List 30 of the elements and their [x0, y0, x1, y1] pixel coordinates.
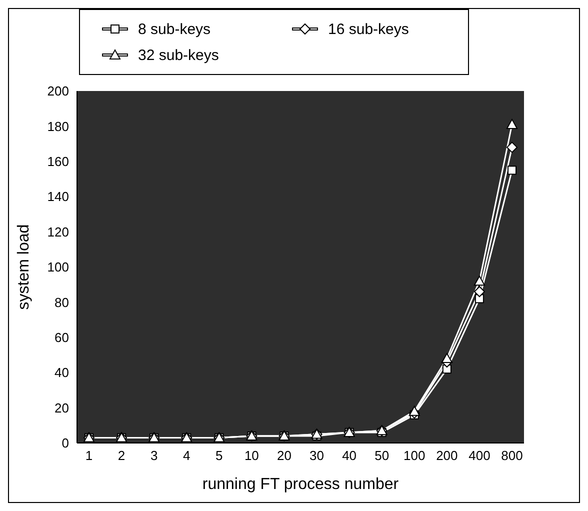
x-tick-label: 4 [183, 448, 190, 464]
x-tick-label: 5 [216, 448, 223, 464]
x-tick-label: 1 [85, 448, 93, 464]
y-tick-label: 80 [54, 294, 69, 310]
x-tick-label: 100 [404, 448, 426, 464]
y-tick-label: 180 [47, 118, 69, 134]
x-tick-label: 3 [150, 448, 158, 464]
x-tick-label: 10 [244, 448, 259, 464]
y-tick-label: 40 [54, 365, 69, 380]
x-tick-label: 20 [276, 448, 292, 464]
y-axis-title: system load [16, 224, 33, 310]
y-tick-label: 200 [47, 84, 69, 99]
y-tick-label: 100 [47, 260, 69, 275]
x-tick-label: 200 [436, 448, 458, 464]
y-tick-label: 60 [54, 330, 69, 346]
x-tick-label: 30 [310, 448, 324, 464]
y-tick-label: 20 [54, 400, 69, 416]
legend-label: 8 sub-keys [138, 20, 211, 38]
y-tick-label: 0 [62, 436, 69, 451]
x-tick-label: 400 [468, 448, 490, 464]
x-tick-label: 50 [374, 448, 390, 464]
x-tick-label: 40 [342, 448, 357, 464]
y-tick-label: 160 [47, 154, 69, 170]
y-tick-label: 120 [47, 224, 69, 240]
x-tick-label: 2 [118, 448, 126, 464]
legend-label: 16 sub-keys [328, 20, 409, 38]
legend-label: 32 sub-keys [138, 46, 219, 64]
x-axis-title: running FT process number [202, 476, 400, 493]
x-tick-label: 800 [501, 448, 523, 464]
y-tick-label: 140 [47, 189, 69, 204]
